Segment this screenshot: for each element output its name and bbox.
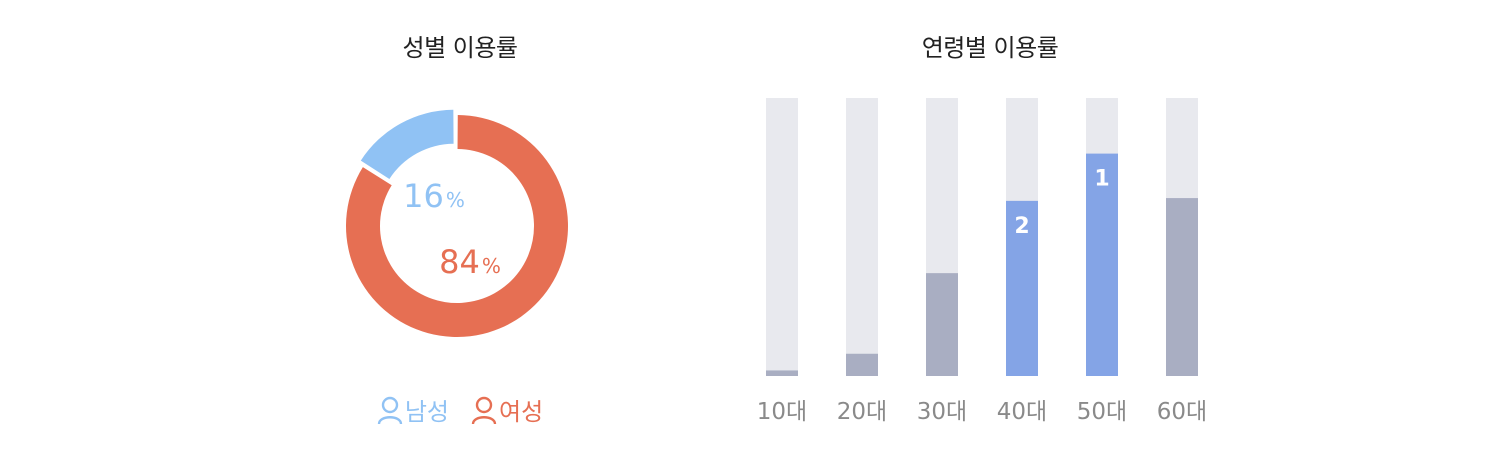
- gender-chart-title: 성별 이용률: [402, 34, 518, 62]
- x-tick-label: 60대: [1157, 399, 1207, 425]
- legend-item-male: 남성: [377, 392, 449, 427]
- x-tick-label: 50대: [1077, 399, 1127, 425]
- legend-label-male: 남성: [404, 398, 449, 426]
- bar-30대: [926, 273, 958, 376]
- legend-item-female: 여성: [471, 392, 543, 427]
- legend-label-female: 여성: [499, 398, 544, 426]
- x-tick-label: 10대: [757, 399, 807, 425]
- x-tick-label: 30대: [917, 399, 967, 425]
- gender-donut-chart: 16 % 84%: [346, 109, 568, 338]
- bar-50대: [1086, 153, 1118, 376]
- gender-legend: 남성 여성: [300, 392, 620, 427]
- age-chart-title: 연령별 이용률: [921, 34, 1059, 62]
- male-person-icon: [377, 396, 403, 424]
- donut-slice-female: [346, 115, 568, 338]
- x-tick-label: 40대: [997, 399, 1047, 425]
- female-person-icon: [471, 396, 497, 424]
- bar-40대: [1006, 200, 1038, 376]
- age-usage-panel: 연령별 이용률 10대 20대 30대 2 40대 1 50대 60대: [740, 0, 1240, 468]
- donut-percent-label-male: 16%: [403, 177, 465, 215]
- age-bar-chart: 10대 20대 30대 2 40대 1 50대 60대: [757, 98, 1207, 425]
- donut-percent-label-female: 84%: [439, 243, 501, 281]
- bar-rank-label: 1: [1094, 167, 1109, 192]
- bar-track: [846, 98, 878, 376]
- gender-usage-panel: 성별 이용률 16% 84% 남성 여성: [300, 0, 620, 468]
- donut-slice-male: [360, 109, 454, 180]
- x-tick-label: 20대: [837, 399, 887, 425]
- bar-rank-label: 2: [1014, 214, 1029, 239]
- bar-10대: [766, 370, 798, 376]
- bar-60대: [1166, 198, 1198, 376]
- bar-20대: [846, 353, 878, 376]
- bar-track: [766, 98, 798, 376]
